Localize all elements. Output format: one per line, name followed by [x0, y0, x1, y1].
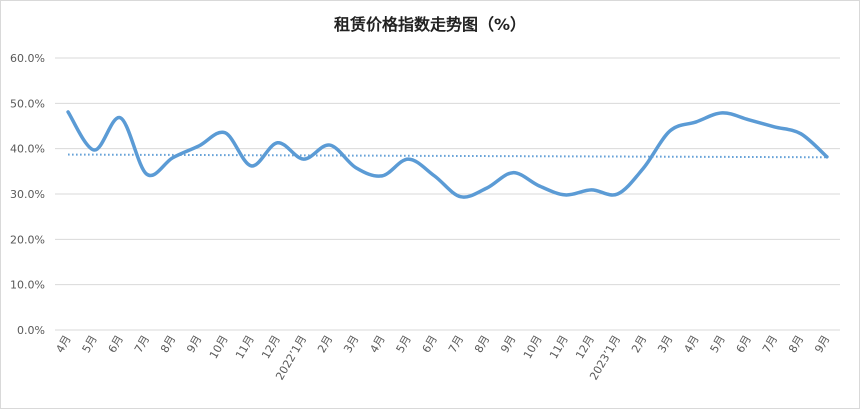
y-tick-label: 0.0%	[17, 324, 45, 337]
y-tick-label: 40.0%	[10, 143, 45, 156]
y-tick-label: 30.0%	[10, 188, 45, 201]
series-line	[66, 110, 829, 199]
y-tick-label: 50.0%	[10, 97, 45, 110]
y-tick-label: 60.0%	[10, 52, 45, 65]
y-tick-label: 10.0%	[10, 279, 45, 292]
chart-title: 租赁价格指数走势图（%）	[334, 15, 526, 34]
y-tick-label: 20.0%	[10, 233, 45, 246]
trend-line	[68, 153, 827, 159]
